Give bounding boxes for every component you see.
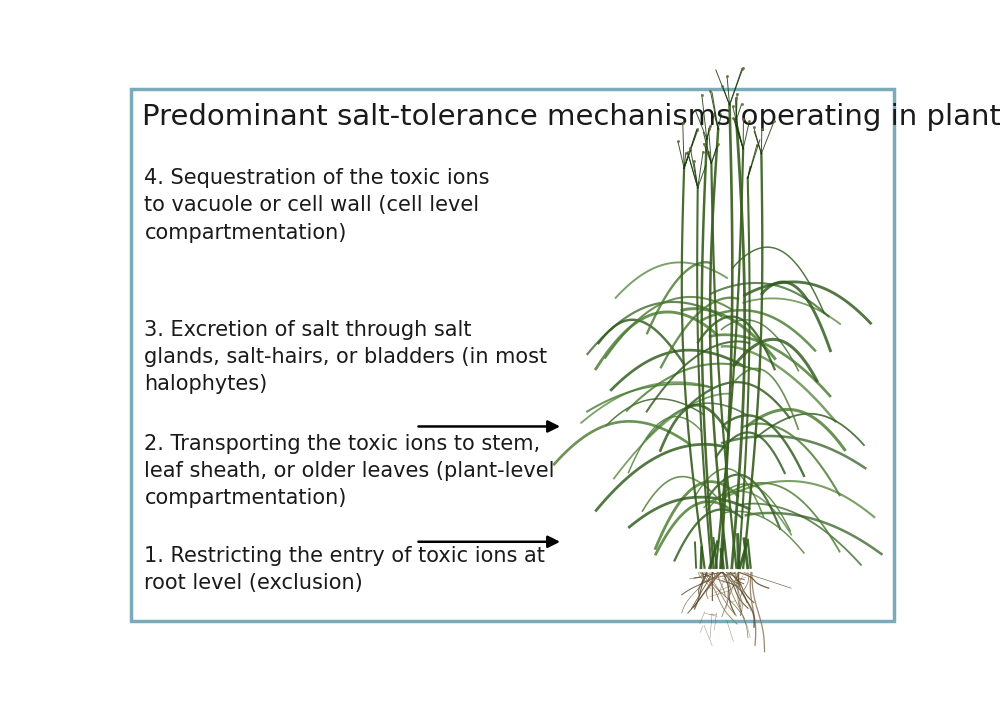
Text: 3. Excretion of salt through salt
glands, salt-hairs, or bladders (in most
halop: 3. Excretion of salt through salt glands… <box>144 320 548 394</box>
Text: 2. Transporting the toxic ions to stem,
leaf sheath, or older leaves (plant-leve: 2. Transporting the toxic ions to stem, … <box>144 434 555 508</box>
Text: Predominant salt-tolerance mechanisms operating in plants: Predominant salt-tolerance mechanisms op… <box>142 103 1000 131</box>
Text: 1. Restricting the entry of toxic ions at
root level (exclusion): 1. Restricting the entry of toxic ions a… <box>144 546 545 593</box>
Text: 4. Sequestration of the toxic ions
to vacuole or cell wall (cell level
compartme: 4. Sequestration of the toxic ions to va… <box>144 168 490 243</box>
